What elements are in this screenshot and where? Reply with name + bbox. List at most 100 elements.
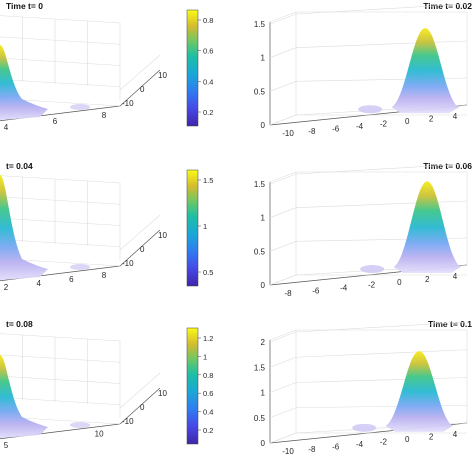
x-tick-label: 4 [453, 272, 458, 281]
colorbar-tick-label: 0.8 [203, 371, 213, 380]
wall-grid-line [0, 36, 121, 45]
wall-grid-line [0, 375, 121, 384]
surface-peak [391, 28, 459, 114]
x-tick-label: 8 [102, 271, 107, 280]
x-tick-label: 4 [4, 123, 9, 132]
x-tick-label: 10 [95, 430, 104, 439]
surface-secondary-bump [358, 105, 383, 114]
x-tick-label: 8 [102, 111, 107, 120]
x-tick-label: -6 [312, 286, 320, 295]
colorbar-tick-label: 0.4 [203, 408, 213, 417]
colorbar [186, 327, 199, 445]
z-grid-line [269, 207, 297, 218]
y-axis-line [119, 69, 161, 107]
subplot-title: Time t= 0 [6, 1, 43, 11]
z-grid-line [269, 81, 297, 92]
surface-peak [0, 45, 48, 121]
surface-peak [393, 181, 461, 274]
y-tick-label: 10 [158, 71, 167, 80]
y-tick-label: 0 [140, 85, 145, 94]
x-tick-label: 4 [453, 112, 458, 121]
z-tick-label: 0.5 [254, 414, 266, 423]
subplot-title: Time t= 0.1 [428, 319, 472, 329]
colorbar-tick-label: 0.6 [203, 47, 213, 56]
surface-secondary-bump [70, 104, 90, 110]
z-grid-line [295, 40, 468, 48]
surface-secondary-bump [70, 264, 90, 270]
x-axis-line [0, 423, 121, 440]
z-grid-line [295, 200, 468, 208]
subplot-title: t= 0.08 [6, 319, 33, 329]
x-tick-label: -2 [368, 281, 376, 290]
z-grid-line [269, 382, 297, 393]
colorbar-tick-label: 1 [203, 352, 207, 361]
floor-grid-line [119, 372, 161, 409]
x-tick-label: 0 [405, 435, 410, 444]
z-grid-line [295, 163, 468, 175]
subplot-4: Time t= 0.06 0 0.5 1 1.5 -8 -6 -4 -2 0 2 4 [254, 161, 472, 298]
x-tick-label: -4 [356, 122, 364, 131]
surface-peak [385, 351, 453, 432]
surface-peak [0, 175, 48, 281]
colorbar-tick-label: 1.2 [203, 334, 213, 343]
z-grid-line [295, 349, 468, 358]
subplot-2: Time t= 0.02 0 0.5 1 1.5 -10 -8 -6 -4 -2 0 2 4 [254, 1, 472, 138]
x-tick-label: 2 [429, 115, 434, 124]
subplot-1: Time t= 0 4 6 8 10 0 -10 0.2 0.4 0.6 0.8 [0, 1, 213, 132]
y-tick-label: 10 [158, 231, 167, 240]
subplot-title: Time t= 0.06 [423, 161, 472, 171]
x-tick-label: 4 [453, 430, 458, 439]
z-tick-label: 0.5 [254, 247, 266, 256]
x-tick-label: 4 [36, 279, 41, 288]
colorbar [186, 9, 199, 127]
colorbar-tick-label: 0.2 [203, 108, 213, 117]
subplot-title: t= 0.04 [6, 161, 33, 171]
subplot-6: Time t= 0.1 0 0.5 1 1.5 2 -10 -8 -6 -4 -2 0 2 4 [254, 319, 472, 456]
z-tick-label: 1 [261, 389, 266, 398]
z-tick-label: 0 [261, 121, 266, 130]
wall-grid-line [0, 57, 121, 66]
colorbar-tick-label: 0.5 [203, 268, 213, 277]
colorbar-tick-label: 0.8 [203, 16, 213, 25]
wall-grid-line [0, 397, 121, 406]
z-tick-label: 0 [261, 281, 266, 290]
z-grid-line [295, 321, 468, 333]
z-grid-line [269, 331, 297, 343]
x-tick-label: -10 [282, 447, 294, 456]
z-tick-label: 0.5 [254, 87, 266, 96]
y-tick-label: 0 [140, 245, 145, 254]
surface-secondary-bump [360, 265, 385, 274]
floor-grid-line [119, 214, 161, 251]
x-tick-label: 5 [4, 441, 9, 450]
z-grid-line [269, 13, 297, 25]
x-tick-label: -8 [308, 127, 316, 136]
x-tick-label: -8 [284, 289, 292, 298]
x-tick-label: -6 [332, 124, 340, 133]
z-grid-line [269, 173, 297, 185]
y-tick-label: -10 [122, 259, 134, 268]
z-tick-label: 2 [261, 338, 266, 347]
z-tick-label: 0 [261, 439, 266, 448]
subplot-3: t= 0.04 2 4 6 8 10 0 -10 0.5 1 1.5 [0, 161, 213, 292]
x-tick-label: -2 [380, 119, 388, 128]
wall-grid-line [0, 217, 121, 226]
x-tick-label: 6 [53, 117, 58, 126]
x-tick-label: -4 [340, 284, 348, 293]
x-tick-label: 2 [425, 275, 430, 284]
y-axis-line [119, 229, 161, 267]
floor-grid-line [119, 54, 161, 91]
colorbar-tick-label: 1 [203, 222, 207, 231]
z-grid-line [269, 356, 297, 368]
subplot-5: t= 0.08 5 10 10 0 -10 0.2 0.4 0.6 0.8 1 1.2 [0, 319, 213, 450]
z-grid-line [269, 274, 297, 286]
y-tick-label: -10 [122, 417, 134, 426]
x-tick-label: -10 [282, 129, 294, 138]
wall-grid-line [0, 196, 121, 205]
colorbar-tick-label: 0.4 [203, 77, 213, 86]
x-tick-label: 2 [4, 283, 9, 292]
x-tick-label: 2 [429, 433, 434, 442]
y-axis-line [119, 387, 161, 425]
colorbar-tick-label: 0.2 [203, 426, 213, 435]
z-grid-line [269, 241, 297, 252]
